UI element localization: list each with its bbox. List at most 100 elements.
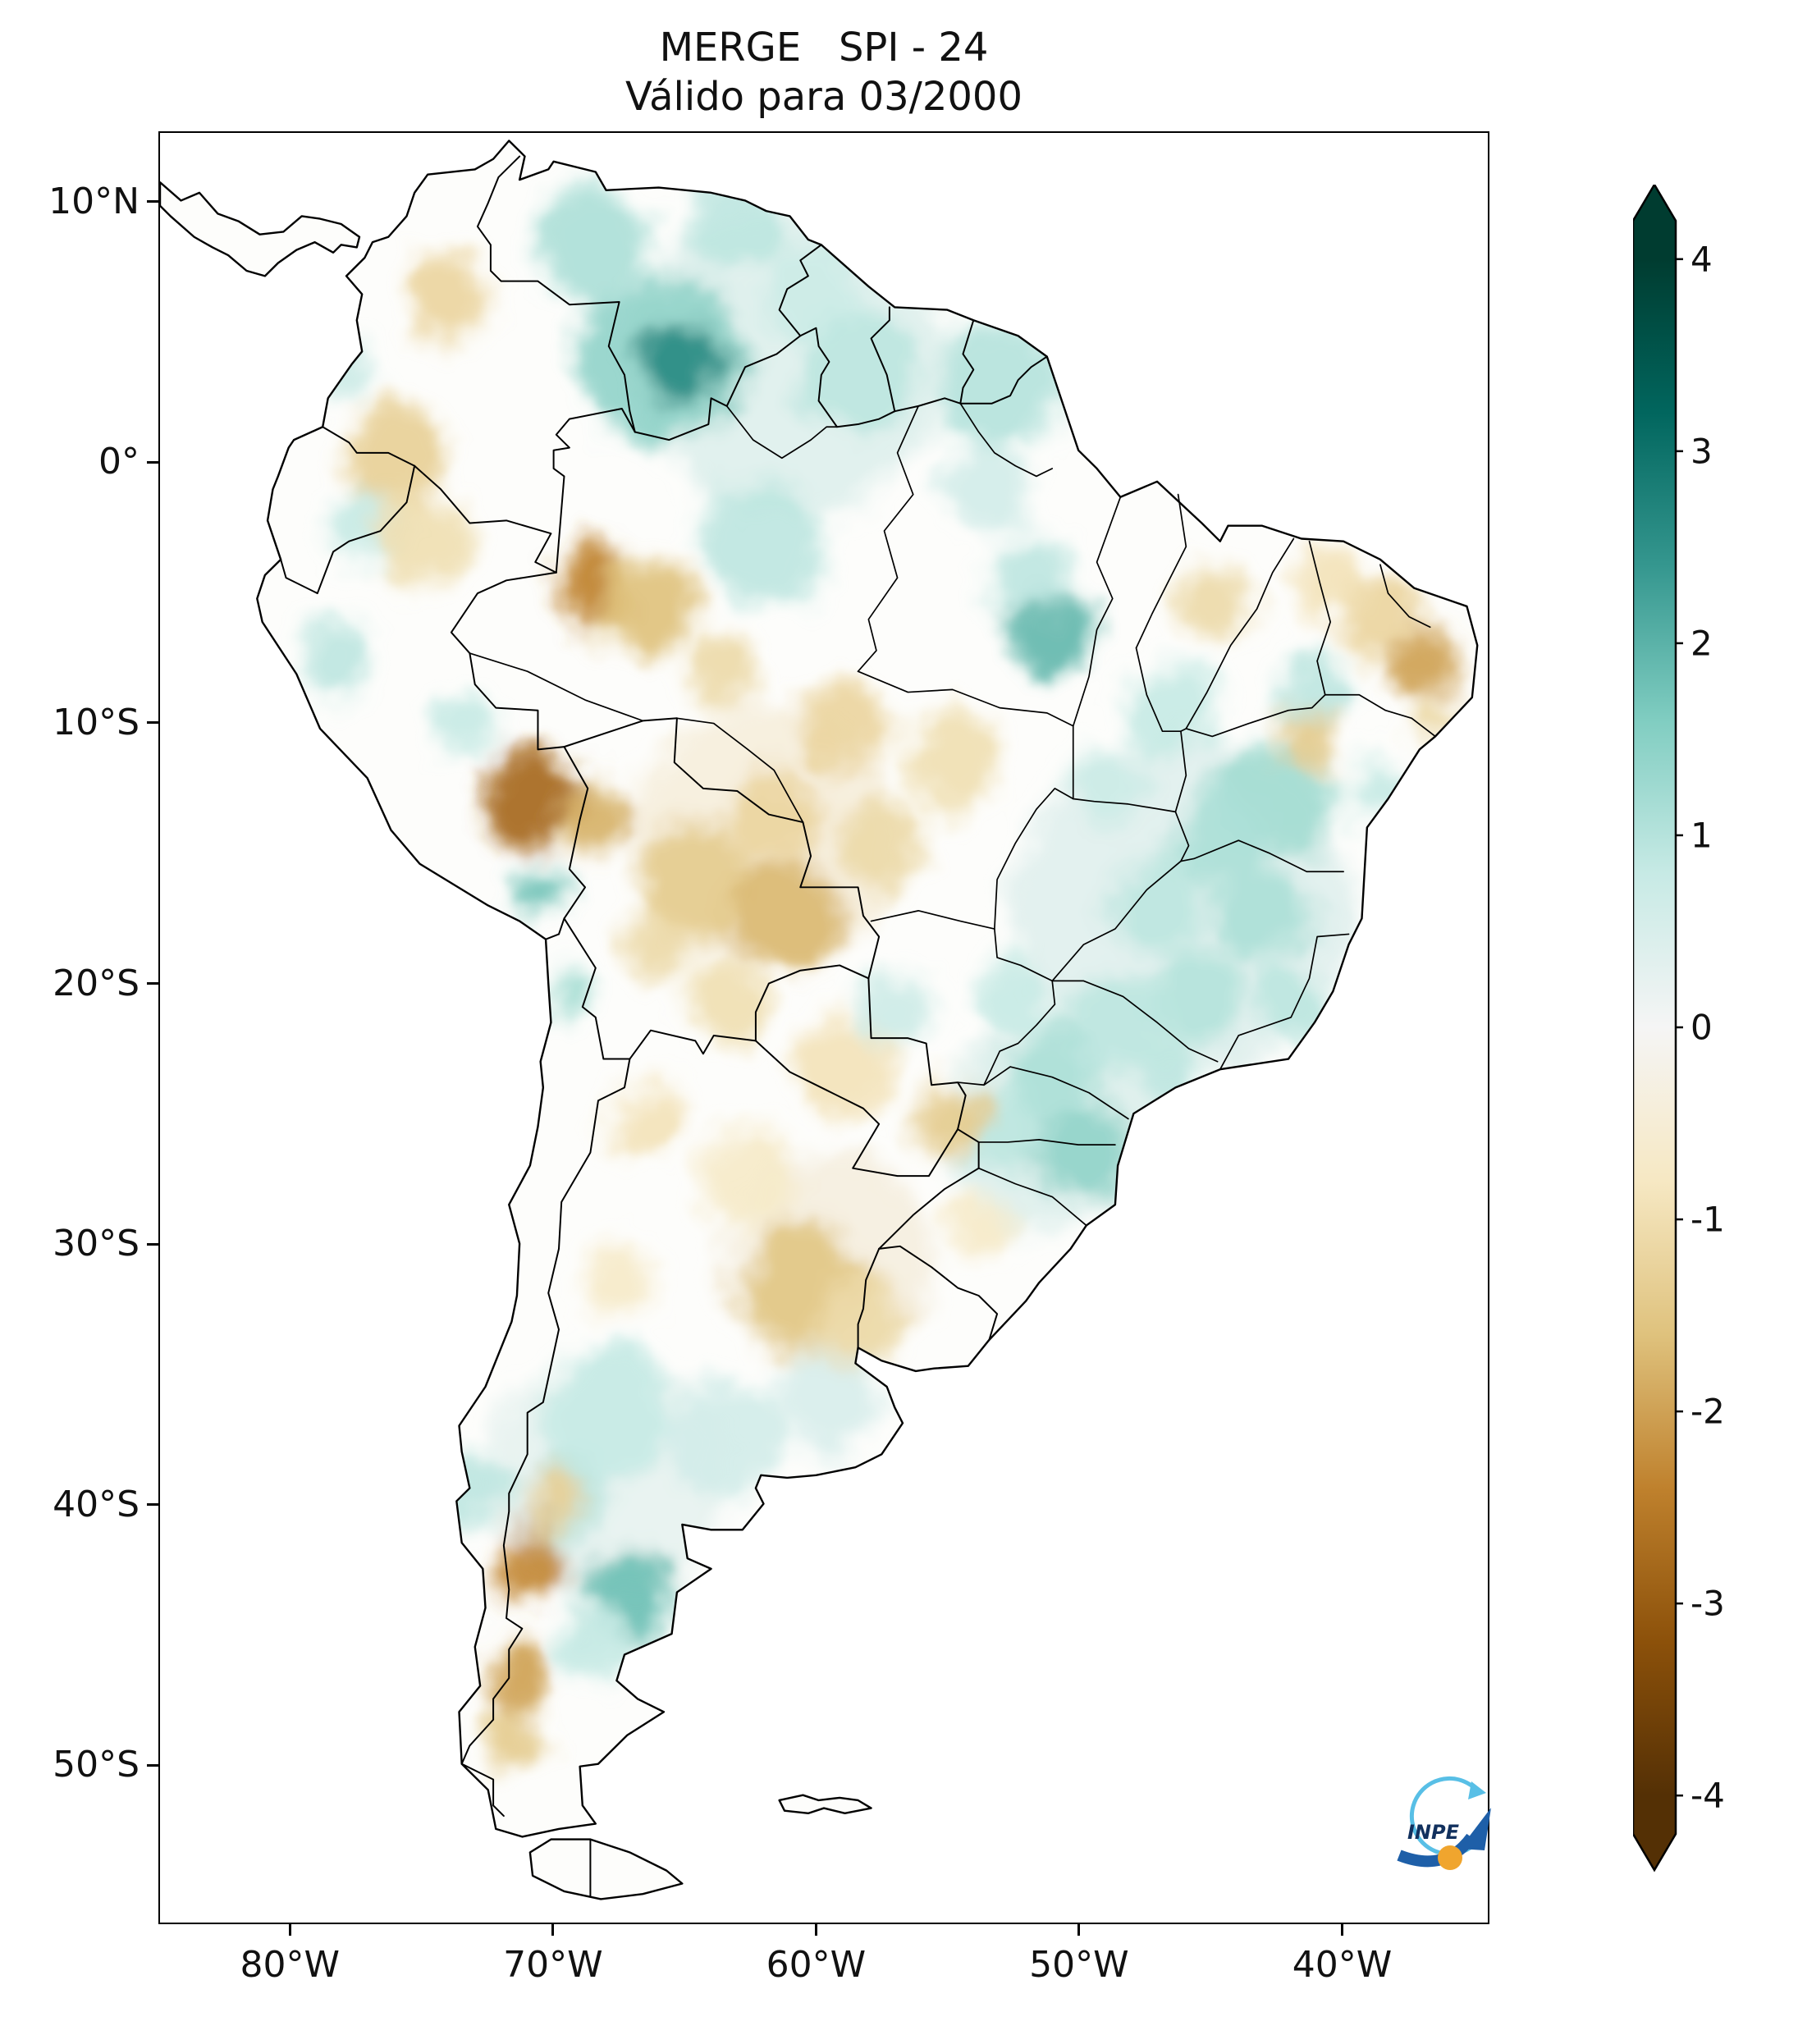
inpe-logo: INPE [1397, 1776, 1491, 1870]
country-border-path [450, 571, 565, 751]
country-border-path [460, 1058, 631, 1818]
state-border-path [857, 670, 1074, 727]
spi-blob [776, 1347, 882, 1452]
country-border-path [634, 335, 802, 441]
colorbar-tick-label: 2 [1690, 623, 1713, 663]
spi-blob [1036, 1108, 1131, 1203]
country-border-path [878, 1245, 999, 1341]
x-tick-label: 70°W [503, 1944, 603, 1986]
south-america-map [160, 139, 1479, 1900]
state-border-path [1180, 839, 1344, 873]
x-tick-mark [1077, 1924, 1081, 1936]
spi-blob [559, 1612, 628, 1681]
country-border-path [476, 155, 636, 433]
colorbar-tick-label: -3 [1690, 1584, 1725, 1624]
country-border-path [563, 917, 631, 1060]
spi-blob [1278, 710, 1336, 768]
logo-arrowhead-icon [1460, 1808, 1491, 1850]
spi-blob [595, 556, 696, 656]
spi-blob [346, 405, 446, 505]
spi-blob [1278, 655, 1352, 729]
spi-blob [945, 447, 1029, 532]
state-border-path [1051, 980, 1219, 1063]
coastline-path [778, 1794, 872, 1815]
spi-blob [684, 965, 764, 1044]
state-border-path [857, 405, 919, 673]
state-border-path [957, 1066, 1129, 1120]
spi-blob [1256, 967, 1331, 1041]
spi-blob [687, 634, 762, 708]
y-tick-label: 30°S [53, 1223, 140, 1265]
spi-blob [640, 821, 756, 938]
spi-blob [1004, 1027, 1100, 1123]
colorbar-tick-label: -4 [1690, 1776, 1725, 1816]
country-border-path [754, 1040, 959, 1177]
spi-blob [485, 1706, 543, 1764]
country-border-path [799, 327, 896, 428]
figure-title: MERGE SPI - 24 [659, 25, 989, 71]
y-tick-mark [147, 721, 158, 725]
country-border-path [778, 244, 822, 337]
spi-blob [645, 325, 725, 405]
colorbar-top-extend [1633, 185, 1676, 221]
state-border-path [676, 717, 804, 823]
x-tick-label: 40°W [1292, 1944, 1393, 1986]
x-tick-mark [288, 1924, 291, 1936]
y-tick-mark [147, 1503, 158, 1507]
state-border-path [1051, 860, 1182, 982]
state-border-path [1308, 540, 1332, 662]
spi-blob [726, 861, 843, 976]
x-tick-label: 60°W [766, 1944, 867, 1986]
spi-blob [976, 959, 1050, 1034]
spi-blob [485, 1641, 554, 1710]
spi-blob [535, 184, 651, 300]
country-border-path [959, 319, 975, 405]
y-tick-mark [147, 1763, 158, 1767]
spi-blob [312, 341, 376, 404]
x-tick-mark [814, 1924, 817, 1936]
colorbar-outline [1633, 185, 1677, 1873]
spi-field [299, 176, 1459, 1764]
colorbar-tick-label: 0 [1690, 1008, 1713, 1048]
spi-blob [524, 1472, 583, 1530]
spi-blob [732, 770, 821, 859]
spi-blob [299, 621, 373, 696]
spi-blob [840, 798, 924, 883]
country-border-path [870, 306, 896, 413]
spi-blob [1390, 626, 1459, 696]
spi-blob [858, 972, 931, 1047]
y-tick-mark [147, 982, 158, 985]
y-tick-mark [147, 1242, 158, 1246]
y-tick-label: 50°S [53, 1744, 140, 1786]
spi-blob [700, 478, 827, 605]
spi-blob [1178, 567, 1252, 641]
country-border-path [545, 933, 560, 940]
spi-blob [375, 494, 470, 589]
spi-blob [666, 1381, 782, 1497]
spi-blob [1291, 546, 1365, 620]
y-tick-label: 10°S [53, 701, 140, 743]
spi-blob [910, 1081, 985, 1156]
colorbar-tick-label: 3 [1690, 431, 1713, 471]
state-borders [469, 402, 1436, 1227]
country-border-path [629, 1029, 757, 1060]
state-border-path [959, 402, 1054, 478]
country-border-path [552, 407, 636, 574]
spi-blob [991, 535, 1071, 615]
spi-blob [514, 866, 567, 919]
spi-blob [702, 1131, 798, 1226]
colorbar-tick-label: -1 [1690, 1200, 1725, 1240]
x-tick-mark [1340, 1924, 1343, 1936]
state-border-path [1135, 647, 1182, 733]
map-plot: INPE [158, 131, 1491, 1924]
country-border-path [878, 1128, 980, 1250]
logo-swirl-arrowhead-icon [1468, 1781, 1486, 1799]
state-border-path [1072, 496, 1122, 727]
spi-blob [690, 176, 785, 272]
state-border-path [977, 1139, 1116, 1145]
figure-subtitle: Válido para 03/2000 [625, 74, 1023, 120]
state-border-path [1379, 564, 1431, 629]
x-tick-label: 50°W [1029, 1944, 1129, 1986]
inpe-logo-text: INPE [1407, 1821, 1460, 1844]
y-tick-label: 40°S [53, 1483, 140, 1525]
